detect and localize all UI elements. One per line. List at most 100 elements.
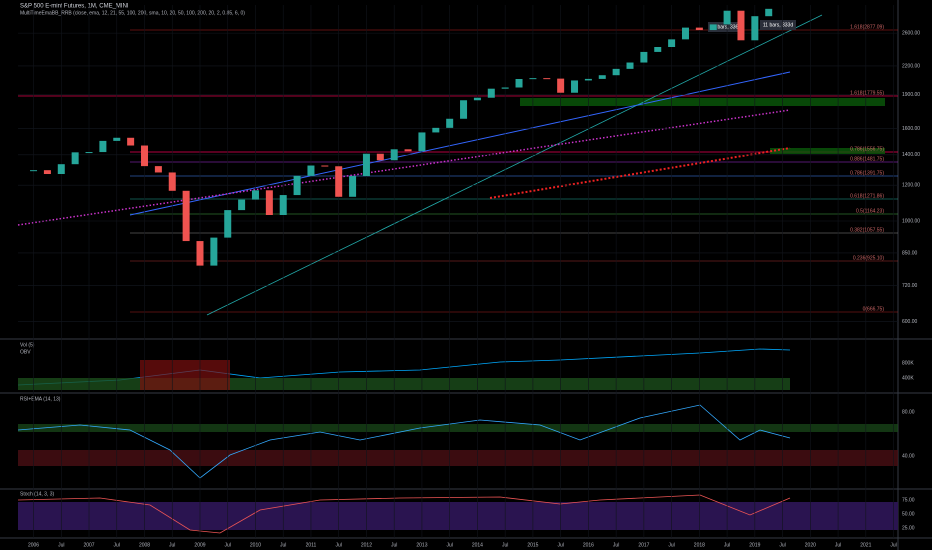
x-tick-label: 2007: [83, 542, 94, 548]
x-tick-label: 2015: [527, 542, 538, 548]
candle: [154, 166, 162, 173]
candle: [543, 78, 551, 80]
candle: [668, 39, 676, 47]
candle: [224, 210, 232, 238]
x-tick-label: Jul: [225, 542, 231, 548]
axis-label: 40.00: [902, 453, 915, 459]
candle: [612, 68, 620, 76]
candle: [321, 165, 329, 167]
rsi-band: [18, 424, 898, 432]
candle: [404, 149, 412, 152]
stoch-line: [17, 494, 791, 534]
fib-label: 0.786(1556.75): [850, 146, 884, 152]
zone: [770, 148, 885, 154]
candle: [709, 24, 717, 31]
candle: [238, 199, 246, 211]
candle: [751, 16, 759, 41]
fib-label: 0.382(1057.55): [850, 227, 884, 233]
x-tick-label: 2010: [250, 542, 261, 548]
candle: [473, 97, 481, 101]
annotation: 11 bars, 333d: [763, 22, 793, 28]
indicator-title: MultiTimeEmaBB_RRB (close, ema, 12, 21, …: [20, 10, 245, 16]
trend-line: [206, 14, 823, 316]
axis-label: 25.00: [902, 525, 915, 531]
fib-label: 0.786(1391.75): [850, 170, 884, 176]
x-tick-label: Jul: [724, 542, 730, 548]
x-tick-label: 2021: [860, 542, 871, 548]
candle: [349, 176, 357, 197]
x-tick-label: 2008: [139, 542, 150, 548]
candle: [598, 75, 606, 79]
candle: [265, 190, 273, 215]
x-tick-label: 2012: [361, 542, 372, 548]
candle: [460, 100, 468, 119]
fib-label: 0.236(925.10): [853, 255, 884, 261]
candle: [127, 137, 135, 146]
pane-title: Vol (5): [20, 342, 35, 348]
y-tick-label: 1900.00: [902, 92, 920, 98]
candle: [182, 190, 190, 242]
candle: [432, 127, 440, 133]
pane-title: OBV: [20, 349, 31, 355]
candle: [376, 153, 384, 161]
x-tick-label: 2020: [805, 542, 816, 548]
candle: [335, 166, 343, 197]
candle: [85, 152, 93, 154]
candle: [487, 88, 495, 98]
chart-title: S&P 500 E-mini Futures, 1M, CME_MINI: [20, 4, 129, 10]
candle: [501, 87, 509, 89]
x-tick-label: Jul: [890, 542, 896, 548]
y-tick-label: 1200.00: [902, 182, 920, 188]
x-tick-label: 2014: [472, 542, 483, 548]
fib-label: 1.618(2877.09): [850, 24, 884, 30]
candle: [446, 118, 454, 128]
candle: [571, 80, 579, 93]
x-tick-label: 2018: [694, 542, 705, 548]
candle: [71, 152, 79, 165]
fib-label: 0(666.75): [863, 306, 885, 312]
rsi-line: [17, 404, 791, 479]
x-tick-label: Jul: [280, 542, 286, 548]
volume-bars: [18, 378, 790, 390]
axis-label: 75.00: [902, 497, 915, 503]
candle: [529, 78, 537, 80]
rsi-band: [18, 450, 898, 466]
ma-line: [129, 71, 791, 216]
ma-line: [489, 147, 791, 199]
y-tick-label: 1400.00: [902, 152, 920, 158]
y-tick-label: 2600.00: [902, 30, 920, 36]
x-tick-label: 2006: [28, 542, 39, 548]
x-tick-label: Jul: [557, 542, 563, 548]
candle: [723, 10, 731, 25]
y-tick-label: 2200.00: [902, 63, 920, 69]
x-tick-label: 2019: [749, 542, 760, 548]
candle: [293, 175, 301, 196]
candle: [515, 79, 523, 88]
candle: [43, 170, 51, 175]
candle: [362, 153, 370, 177]
fib-label: 0.618(1271.86): [850, 193, 884, 199]
x-tick-label: Jul: [502, 542, 508, 548]
x-tick-label: Jul: [169, 542, 175, 548]
x-tick-label: Jul: [446, 542, 452, 548]
x-tick-label: 2013: [416, 542, 427, 548]
x-tick-label: 2009: [194, 542, 205, 548]
candle: [307, 165, 315, 176]
candle: [681, 27, 689, 40]
axis-label: 400K: [902, 375, 914, 381]
x-tick-label: Jul: [779, 542, 785, 548]
fib-label: 0.5(1164.23): [856, 208, 884, 214]
candle: [695, 27, 703, 31]
y-tick-label: 720.00: [902, 283, 918, 289]
x-tick-label: Jul: [835, 542, 841, 548]
volume-bars: [140, 360, 230, 390]
candle: [765, 8, 773, 17]
y-tick-label: 1000.00: [902, 218, 920, 224]
candle: [626, 62, 634, 69]
candle: [168, 172, 176, 191]
x-tick-label: Jul: [668, 542, 674, 548]
x-tick-label: 2011: [306, 542, 317, 548]
y-tick-label: 600.00: [902, 319, 918, 325]
x-tick-label: Jul: [613, 542, 619, 548]
